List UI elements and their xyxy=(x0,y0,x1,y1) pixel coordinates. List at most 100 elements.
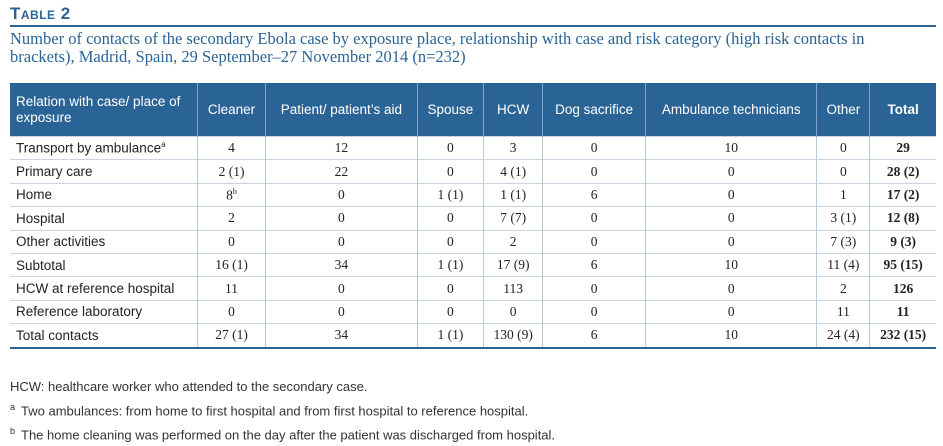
header-col: Ambulance technicians xyxy=(645,83,817,137)
table-cell: 0 xyxy=(416,299,484,324)
row-label: Reference laboratory xyxy=(10,299,198,324)
table-cell: 7 (3) xyxy=(816,229,870,254)
table-cell: 1 (1) xyxy=(483,182,543,207)
table-cell: 17 (9) xyxy=(483,252,543,277)
table-body: Transport by ambulancea 4 12 0 3 0 10 0 29 Primar… xyxy=(10,135,936,349)
table-cell: 4 xyxy=(196,135,266,160)
table-row: Other activities 0 0 0 2 0 0 7 (3) 9 (3) xyxy=(10,229,936,254)
table-cell: 130 (9) xyxy=(483,323,543,349)
row-total: 28 (2) xyxy=(869,159,936,184)
table-cell: 1 xyxy=(816,182,870,207)
table-cell: 0 xyxy=(542,159,646,184)
row-total: 126 xyxy=(869,276,936,301)
header-col: Dog sacrifice xyxy=(542,83,646,137)
table-cell: 34 xyxy=(265,323,418,349)
row-total: 95 (15) xyxy=(869,252,936,277)
table-cell: 0 xyxy=(416,229,484,254)
footnote-mark: b xyxy=(10,426,16,437)
footnote-text: HCW: healthcare worker who attended to t… xyxy=(10,379,368,394)
table-cell: 1 (1) xyxy=(416,182,484,207)
table-cell: 0 xyxy=(265,229,418,254)
row-label: Home xyxy=(10,182,198,207)
table-cell: 0 xyxy=(196,229,266,254)
row-label: Other activities xyxy=(10,229,198,254)
table-cell: 0 xyxy=(483,299,543,324)
table-cell: 24 (4) xyxy=(816,323,870,349)
table-cell: 0 xyxy=(542,276,646,301)
table-cell: 113 xyxy=(483,276,543,301)
table-row: Subtotal 16 (1) 34 1 (1) 17 (9) 6 10 11 (4) 95 (… xyxy=(10,252,936,277)
table-cell: 4 (1) xyxy=(483,159,543,184)
table-cell: 2 xyxy=(483,229,543,254)
row-label: Transport by ambulancea xyxy=(10,135,198,160)
table-cell: 0 xyxy=(416,135,484,160)
row-label: Primary care xyxy=(10,159,198,184)
title-rule xyxy=(10,25,936,27)
table-cell: 34 xyxy=(265,252,418,277)
table-cell: 1 (1) xyxy=(416,252,484,277)
row-label: Subtotal xyxy=(10,252,198,277)
row-total: 29 xyxy=(869,135,936,160)
table-cell: 6 xyxy=(542,182,646,207)
table-cell: 11 (4) xyxy=(816,252,870,277)
table-row: Reference laboratory 0 0 0 0 0 0 11 11 xyxy=(10,299,936,324)
table-cell: 2 xyxy=(816,276,870,301)
table-cell: 0 xyxy=(645,182,817,207)
table-cell: 0 xyxy=(542,229,646,254)
footnote: b The home cleaning was performed on the … xyxy=(10,421,555,445)
table-cell: 6 xyxy=(542,323,646,349)
table-cell: 0 xyxy=(816,159,870,184)
row-label: Hospital xyxy=(10,206,198,231)
table-cell: 0 xyxy=(196,299,266,324)
row-total: 11 xyxy=(869,299,936,324)
table-cell: 7 (7) xyxy=(483,206,543,231)
table-cell: 0 xyxy=(645,229,817,254)
table-cell: 0 xyxy=(416,276,484,301)
row-total: 232 (15) xyxy=(869,323,936,349)
table-cell: 0 xyxy=(416,206,484,231)
table-cell: 0 xyxy=(416,159,484,184)
table-cell: 10 xyxy=(645,135,817,160)
header-col: Cleaner xyxy=(196,83,266,137)
header-col: Other xyxy=(816,83,870,137)
table-cell: 11 xyxy=(816,299,870,324)
table-cell: 2 xyxy=(196,206,266,231)
header-col: Spouse xyxy=(416,83,484,137)
table-cell: 0 xyxy=(265,276,418,301)
table-cell: 0 xyxy=(542,206,646,231)
row-total: 9 (3) xyxy=(869,229,936,254)
table-row: Hospital 2 0 0 7 (7) 0 0 3 (1) 12 (8) xyxy=(10,206,936,231)
table-cell: 11 xyxy=(196,276,266,301)
footnote-text: Two ambulances: from home to first hospi… xyxy=(21,403,529,419)
footnote: HCW: healthcare worker who attended to t… xyxy=(10,377,555,397)
footnote-mark: a xyxy=(10,402,16,412)
header-total: Total xyxy=(869,83,936,137)
table-cell: 27 (1) xyxy=(196,323,266,349)
table-cell: 0 xyxy=(645,299,817,324)
header-row: Relation with case/ place of exposure Cl… xyxy=(10,83,936,137)
footnote: a Two ambulances: from home to first hosp… xyxy=(10,397,555,421)
header-col: HCW xyxy=(483,83,543,137)
table-cell: 6 xyxy=(542,252,646,277)
table-row: Transport by ambulancea 4 12 0 3 0 10 0 29 xyxy=(10,135,936,160)
row-total: 12 (8) xyxy=(869,206,936,231)
table-row: HCW at reference hospital 11 0 0 113 0 0 2 126 xyxy=(10,276,936,301)
header-col: Patient/ patient’s aid xyxy=(265,83,418,137)
footnote-marker: a xyxy=(161,140,166,150)
table-cell: 10 xyxy=(645,252,817,277)
header-relation: Relation with case/ place of exposure xyxy=(10,83,198,137)
row-label: HCW at reference hospital xyxy=(10,276,198,301)
table-row: Primary care 2 (1) 22 0 4 (1) 0 0 0 28 (2) xyxy=(10,159,936,184)
footnote-text: The home cleaning was performed on the d… xyxy=(21,427,556,443)
table-cell: 0 xyxy=(816,135,870,160)
row-label: Total contacts xyxy=(10,323,198,349)
table-cell: 1 (1) xyxy=(416,323,484,349)
contacts-table: Relation with case/ place of exposure Cl… xyxy=(10,83,936,349)
table-cell: 0 xyxy=(645,159,817,184)
table-cell: 12 xyxy=(265,135,418,160)
table-cell: 8b xyxy=(196,182,266,207)
table-cell: 0 xyxy=(645,206,817,231)
footnote-marker: b xyxy=(232,186,237,196)
table-cell: 0 xyxy=(542,299,646,324)
table-cell: 22 xyxy=(265,159,418,184)
